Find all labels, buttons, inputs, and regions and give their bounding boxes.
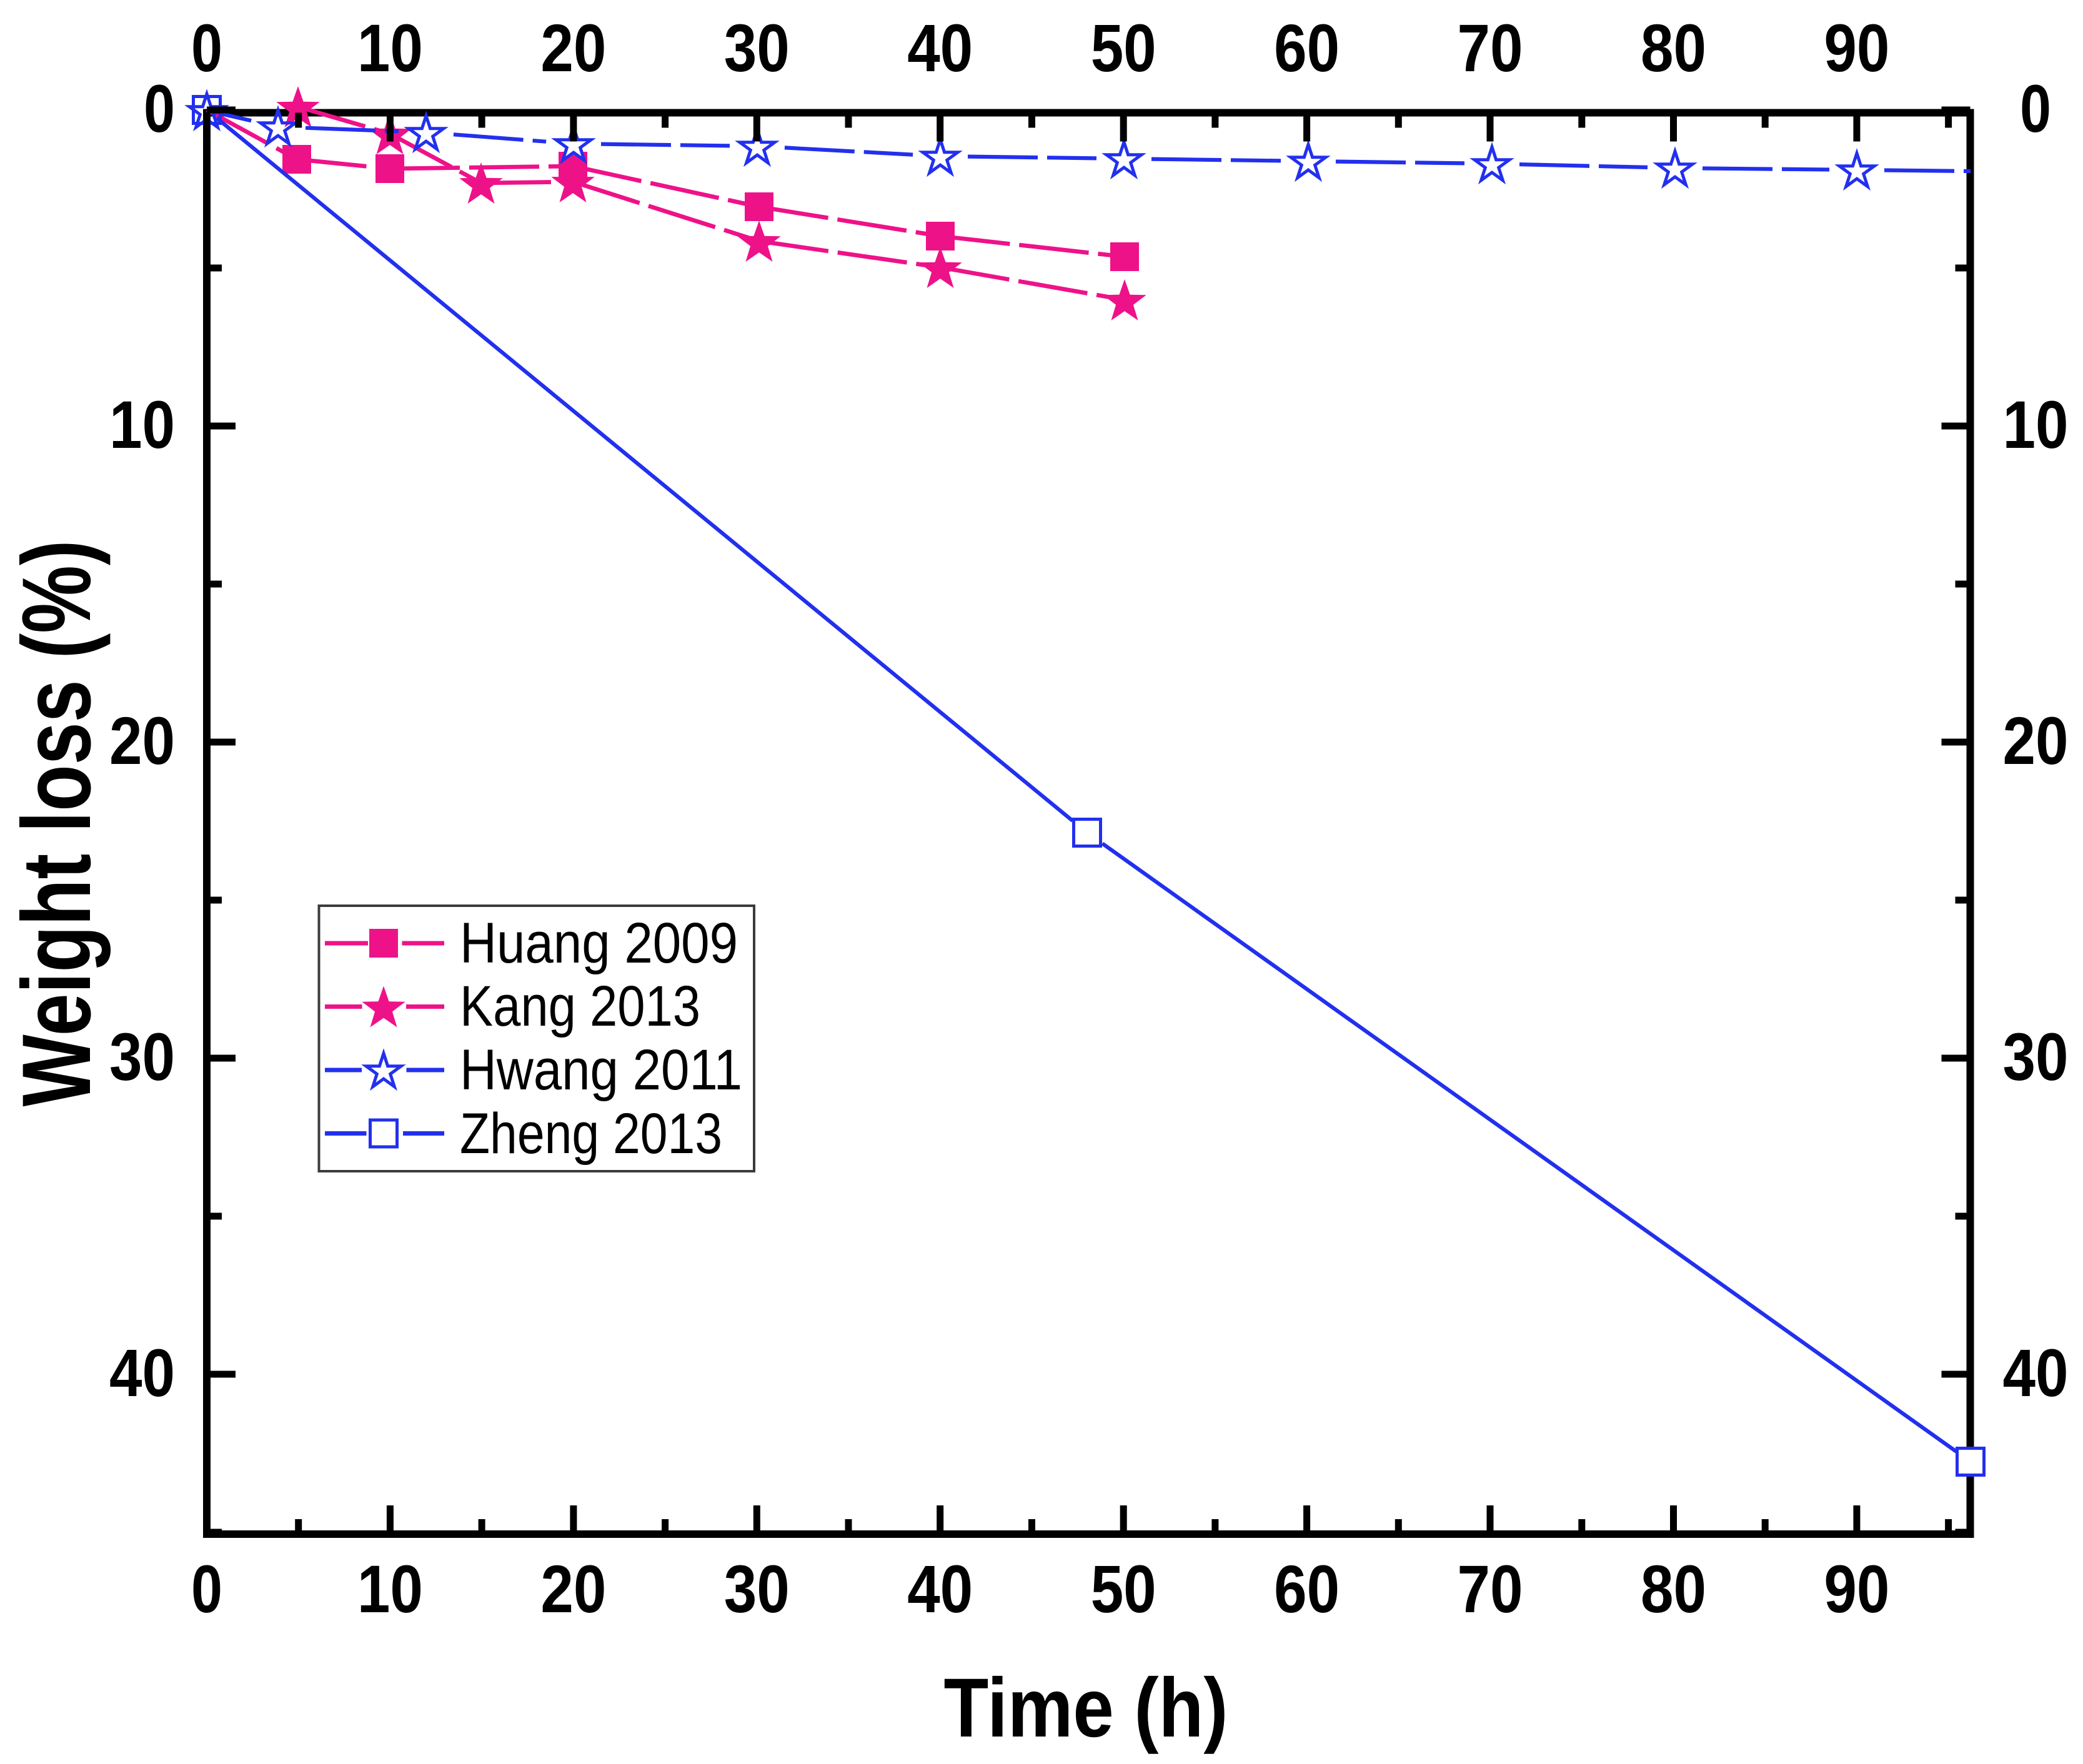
svg-text:0: 0 bbox=[191, 10, 222, 86]
svg-text:Hwang 2011: Hwang 2011 bbox=[460, 1038, 742, 1102]
svg-text:40: 40 bbox=[2003, 1335, 2069, 1410]
svg-text:10: 10 bbox=[357, 1551, 423, 1627]
svg-text:20: 20 bbox=[540, 1551, 606, 1627]
svg-text:60: 60 bbox=[1274, 10, 1340, 86]
svg-text:0: 0 bbox=[191, 1551, 222, 1627]
svg-text:30: 30 bbox=[2003, 1019, 2069, 1094]
svg-text:20: 20 bbox=[540, 10, 606, 86]
svg-text:50: 50 bbox=[1091, 10, 1156, 86]
svg-text:Huang 2009: Huang 2009 bbox=[460, 911, 738, 975]
svg-text:60: 60 bbox=[1274, 1551, 1340, 1627]
svg-text:80: 80 bbox=[1641, 10, 1706, 86]
svg-text:10: 10 bbox=[357, 10, 423, 86]
svg-text:Zheng 2013: Zheng 2013 bbox=[460, 1102, 722, 1166]
svg-text:90: 90 bbox=[1824, 1551, 1889, 1627]
svg-text:30: 30 bbox=[724, 10, 790, 86]
svg-text:70: 70 bbox=[1458, 1551, 1523, 1627]
svg-text:Time (h): Time (h) bbox=[944, 1662, 1228, 1755]
svg-text:10: 10 bbox=[109, 387, 175, 462]
svg-text:30: 30 bbox=[724, 1551, 790, 1627]
svg-text:70: 70 bbox=[1458, 10, 1523, 86]
svg-text:50: 50 bbox=[1091, 1551, 1156, 1627]
svg-text:20: 20 bbox=[2003, 703, 2069, 778]
svg-text:80: 80 bbox=[1641, 1551, 1706, 1627]
svg-text:0: 0 bbox=[144, 71, 175, 146]
svg-text:30: 30 bbox=[109, 1019, 175, 1094]
svg-text:90: 90 bbox=[1824, 10, 1889, 86]
svg-text:0: 0 bbox=[2020, 71, 2051, 146]
svg-text:10: 10 bbox=[2003, 387, 2069, 462]
svg-text:40: 40 bbox=[907, 10, 973, 86]
svg-text:20: 20 bbox=[109, 703, 175, 778]
svg-text:Weight loss (%): Weight loss (%) bbox=[2, 540, 111, 1107]
svg-text:Kang 2013: Kang 2013 bbox=[460, 974, 700, 1038]
svg-text:40: 40 bbox=[907, 1551, 973, 1627]
svg-text:40: 40 bbox=[109, 1335, 175, 1410]
